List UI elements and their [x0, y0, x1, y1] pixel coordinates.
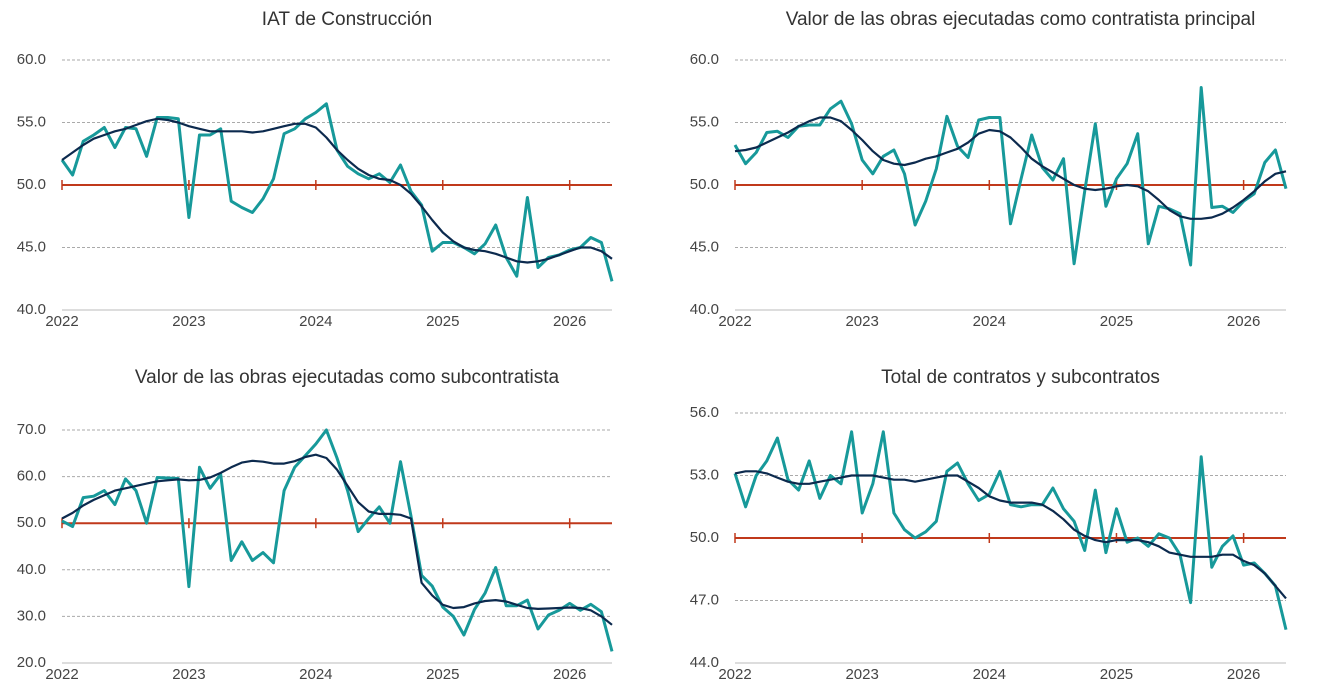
x-tick-label: 2026: [553, 666, 586, 683]
x-tick-label: 2024: [299, 313, 332, 330]
y-tick-label: 50.0: [690, 176, 719, 193]
y-tick-label: 70.0: [17, 421, 46, 438]
y-tick-label: 40.0: [17, 561, 46, 578]
x-tick-label: 2022: [45, 666, 78, 683]
series-line: [61, 117, 613, 264]
x-tick-label: 2022: [45, 313, 78, 330]
x-tick-label: 2026: [1227, 666, 1260, 683]
y-tick-label: 30.0: [17, 607, 46, 624]
y-tick-label: 45.0: [690, 238, 719, 255]
x-tick-label: 2022: [718, 313, 751, 330]
series-line: [61, 428, 614, 652]
series-line: [733, 430, 1288, 631]
y-tick-label: 50.0: [17, 514, 46, 531]
series-line: [61, 453, 613, 626]
x-tick-label: 2023: [172, 666, 205, 683]
y-tick-label: 55.0: [17, 113, 46, 130]
series-line: [734, 470, 1287, 600]
x-tick-label: 2024: [973, 666, 1006, 683]
y-tick-label: 50.0: [690, 529, 719, 546]
x-tick-label: 2024: [973, 313, 1006, 330]
y-tick-label: 45.0: [17, 238, 46, 255]
y-tick-label: 50.0: [17, 176, 46, 193]
x-tick-label: 2026: [1227, 313, 1260, 330]
y-tick-label: 60.0: [690, 51, 719, 68]
x-tick-label: 2025: [426, 313, 459, 330]
x-tick-label: 2025: [1100, 313, 1133, 330]
y-tick-label: 40.0: [17, 301, 46, 318]
y-tick-label: 55.0: [690, 113, 719, 130]
x-tick-label: 2023: [845, 313, 878, 330]
y-tick-label: 53.0: [690, 466, 719, 483]
y-tick-label: 44.0: [690, 654, 719, 671]
y-tick-label: 60.0: [17, 51, 46, 68]
series-line: [733, 86, 1288, 267]
series-line: [60, 102, 614, 282]
x-tick-label: 2026: [553, 313, 586, 330]
y-tick-label: 47.0: [690, 591, 719, 608]
chart-title: Total de contratos y subcontratos: [881, 367, 1160, 388]
x-tick-label: 2023: [845, 666, 878, 683]
x-tick-label: 2024: [299, 666, 332, 683]
series-line: [734, 116, 1287, 220]
chart-title: IAT de Construcción: [262, 9, 432, 30]
chart-title: Valor de las obras ejecutadas como contr…: [786, 9, 1256, 30]
x-tick-label: 2023: [172, 313, 205, 330]
x-tick-label: 2022: [718, 666, 751, 683]
y-tick-label: 20.0: [17, 654, 46, 671]
y-tick-label: 56.0: [690, 404, 719, 421]
x-tick-label: 2025: [426, 666, 459, 683]
y-tick-label: 60.0: [17, 468, 46, 485]
y-tick-label: 40.0: [690, 301, 719, 318]
x-tick-label: 2025: [1100, 666, 1133, 683]
chart-title: Valor de las obras ejecutadas como subco…: [135, 367, 560, 388]
